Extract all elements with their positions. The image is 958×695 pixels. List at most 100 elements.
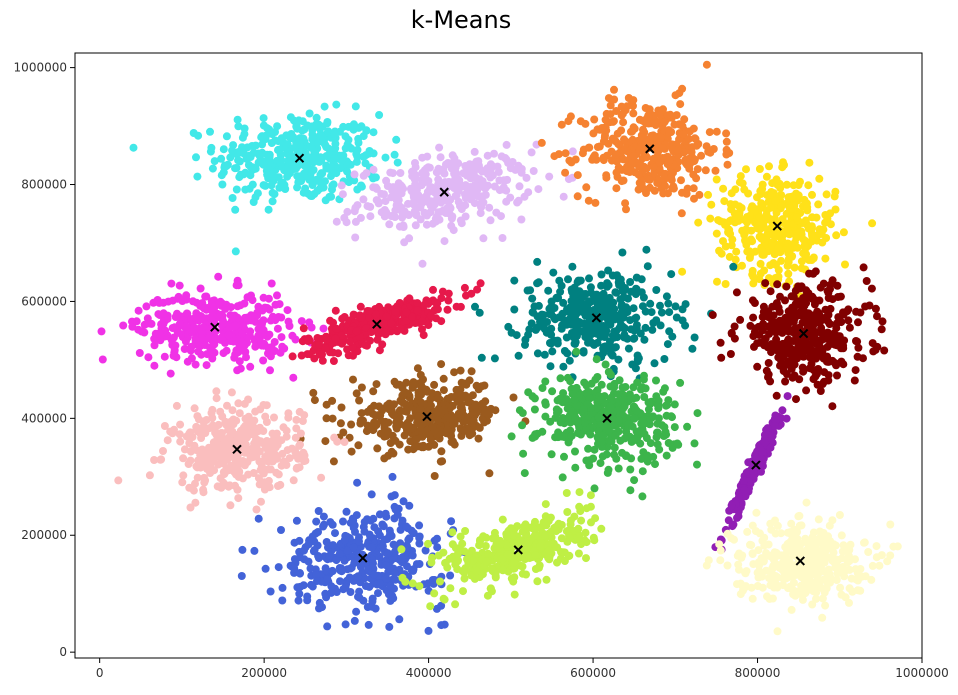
data-point-cluster-1 xyxy=(448,212,457,221)
data-point-cluster-13 xyxy=(536,542,545,551)
data-point-cluster-0 xyxy=(249,198,258,206)
data-point-cluster-8 xyxy=(336,419,345,428)
data-point-cluster-12 xyxy=(349,543,358,552)
data-point-cluster-7 xyxy=(765,322,774,331)
data-point-cluster-8 xyxy=(354,441,363,450)
data-point-cluster-6 xyxy=(606,349,615,358)
data-point-cluster-0 xyxy=(231,205,240,214)
data-point-cluster-6 xyxy=(656,301,664,310)
data-point-cluster-0 xyxy=(324,127,333,136)
data-point-cluster-0 xyxy=(248,180,257,189)
data-point-cluster-3 xyxy=(755,225,764,234)
data-point-cluster-0 xyxy=(371,173,380,182)
data-point-cluster-8 xyxy=(413,364,422,373)
data-point-cluster-10 xyxy=(255,457,264,466)
data-point-cluster-0 xyxy=(258,132,267,141)
data-point-cluster-5 xyxy=(476,279,485,288)
data-point-cluster-10 xyxy=(226,461,235,470)
data-point-cluster-12 xyxy=(290,538,299,547)
data-point-cluster-6 xyxy=(662,292,671,301)
data-point-cluster-12 xyxy=(385,622,394,631)
data-point-cluster-12 xyxy=(278,583,287,592)
data-point-cluster-10 xyxy=(256,466,265,475)
data-point-cluster-12 xyxy=(383,535,392,543)
data-point-cluster-6 xyxy=(562,333,571,342)
data-point-cluster-10 xyxy=(193,412,202,421)
data-point-cluster-7 xyxy=(758,326,767,335)
data-point-cluster-3 xyxy=(839,228,848,237)
data-point-cluster-7 xyxy=(832,341,841,350)
data-point-cluster-1 xyxy=(488,162,497,171)
data-point-cluster-6 xyxy=(593,295,602,304)
data-point-cluster-0 xyxy=(353,152,362,161)
data-point-cluster-5 xyxy=(332,324,341,333)
data-point-cluster-4 xyxy=(230,353,239,362)
data-point-cluster-9 xyxy=(533,429,542,438)
data-point-cluster-13 xyxy=(461,527,470,535)
data-point-cluster-2 xyxy=(641,104,650,112)
data-point-cluster-1 xyxy=(410,200,418,209)
data-point-cluster-9 xyxy=(571,384,580,393)
data-point-cluster-1 xyxy=(350,170,359,179)
data-point-cluster-9 xyxy=(567,431,576,440)
data-point-cluster-9 xyxy=(632,434,640,443)
data-point-cluster-4 xyxy=(98,355,107,364)
data-point-cluster-7 xyxy=(819,279,828,288)
data-point-cluster-3 xyxy=(814,200,823,209)
data-point-cluster-0 xyxy=(320,102,329,111)
data-point-cluster-6 xyxy=(553,294,562,303)
data-point-cluster-0 xyxy=(312,120,321,129)
data-point-cluster-4 xyxy=(240,341,249,349)
data-point-cluster-9 xyxy=(576,430,585,439)
data-point-cluster-0 xyxy=(248,165,257,174)
data-point-cluster-10 xyxy=(176,420,185,429)
data-point-cluster-8 xyxy=(414,388,423,397)
data-point-cluster-6 xyxy=(570,339,579,348)
data-point-cluster-4 xyxy=(234,281,243,290)
data-point-cluster-8 xyxy=(455,388,464,397)
data-point-cluster-4 xyxy=(196,284,205,293)
data-point-cluster-3 xyxy=(749,272,758,281)
data-point-cluster-12 xyxy=(319,522,328,531)
data-point-cluster-10 xyxy=(264,476,273,485)
data-point-cluster-7 xyxy=(806,322,815,331)
data-point-cluster-8 xyxy=(430,380,439,389)
data-point-cluster-2 xyxy=(635,115,644,124)
data-point-cluster-12 xyxy=(447,517,456,526)
data-point-cluster-4 xyxy=(174,292,183,301)
data-point-cluster-4 xyxy=(226,337,235,345)
data-point-cluster-3 xyxy=(784,269,793,278)
data-point-cluster-6 xyxy=(668,332,677,341)
data-point-cluster-9 xyxy=(693,409,702,418)
data-point-cluster-2 xyxy=(617,102,626,111)
data-point-cluster-7 xyxy=(834,293,842,301)
data-point-cluster-1 xyxy=(434,164,443,173)
data-point-cluster-12 xyxy=(250,546,259,555)
data-point-cluster-6 xyxy=(553,339,562,348)
data-point-cluster-12 xyxy=(374,589,382,598)
data-point-cluster-0 xyxy=(254,150,263,159)
data-point-cluster-0 xyxy=(207,143,216,152)
data-point-cluster-13 xyxy=(398,573,407,582)
data-point-cluster-8 xyxy=(389,411,398,420)
data-point-cluster-8 xyxy=(372,421,381,430)
data-point-cluster-6 xyxy=(623,334,632,343)
data-point-cluster-13 xyxy=(552,527,561,536)
data-point-cluster-10 xyxy=(226,501,235,510)
data-point-cluster-6 xyxy=(504,322,513,331)
data-point-cluster-3 xyxy=(730,216,739,225)
data-point-cluster-3 xyxy=(815,174,824,183)
data-point-cluster-10 xyxy=(145,471,154,480)
data-point-cluster-2 xyxy=(639,125,647,134)
data-point-cluster-5 xyxy=(371,310,380,319)
data-point-cluster-5 xyxy=(437,294,446,303)
data-point-cluster-0 xyxy=(321,196,330,205)
data-point-cluster-6 xyxy=(579,292,588,301)
data-point-cluster-0 xyxy=(392,135,401,144)
data-point-cluster-0 xyxy=(274,173,283,182)
data-point-cluster-1 xyxy=(517,215,526,224)
data-point-cluster-8 xyxy=(439,374,448,383)
data-point-cluster-1 xyxy=(477,198,486,207)
data-point-cluster-9 xyxy=(584,388,593,396)
data-point-cluster-4 xyxy=(181,337,190,346)
